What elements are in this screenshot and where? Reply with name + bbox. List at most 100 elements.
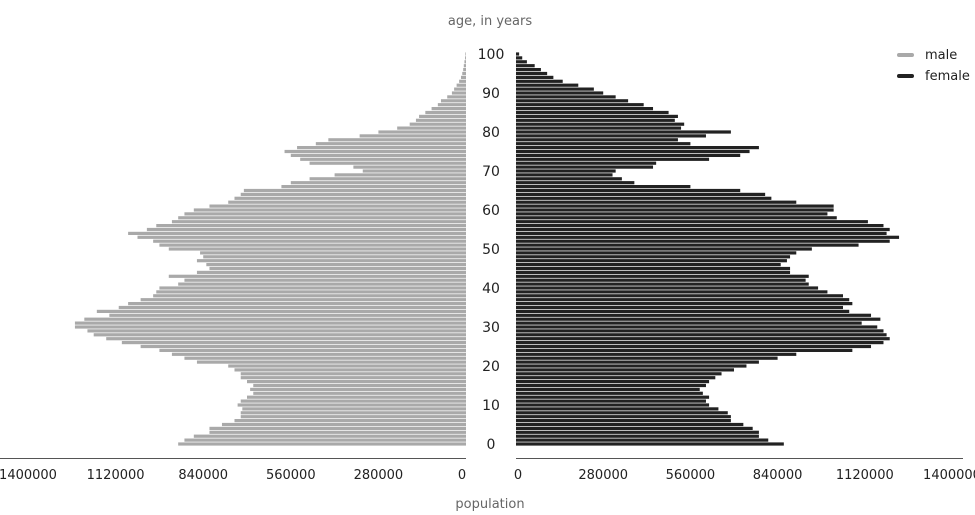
male-bar-age-90 — [451, 91, 466, 95]
female-bar-age-57 — [516, 220, 868, 224]
male-bar-age-30 — [74, 325, 466, 329]
female-bar-age-46 — [516, 263, 781, 267]
female-bar-age-66 — [516, 185, 691, 189]
male-bars — [74, 52, 467, 446]
female-bar-age-65 — [516, 188, 741, 193]
male-bar-age-39 — [156, 290, 466, 294]
female-bar-age-67 — [516, 181, 635, 185]
female-bar-age-31 — [516, 321, 862, 325]
female-bar-age-0 — [516, 442, 784, 446]
female-bar-age-63 — [516, 196, 772, 200]
male-bar-age-68 — [309, 177, 466, 181]
female-bar-age-1 — [516, 438, 769, 442]
female-bar-age-74 — [516, 153, 741, 157]
age-tick-50: 50 — [482, 242, 500, 258]
age-tick-40: 40 — [482, 281, 500, 297]
female-bar-age-95 — [516, 71, 548, 76]
male-bar-age-62 — [228, 200, 466, 204]
x-axis-title: population — [455, 497, 524, 512]
male-bar-age-31 — [74, 321, 466, 325]
male-bar-age-35 — [118, 305, 466, 310]
female-bar-age-24 — [516, 348, 853, 352]
female-bar-age-60 — [516, 208, 834, 212]
female-bar-age-10 — [516, 403, 710, 407]
male-bar-age-18 — [240, 372, 466, 376]
age-axis-ticks: 0 10 20 30 40 50 60 70 80 90 100 — [478, 47, 505, 453]
female-bar-age-19 — [516, 368, 734, 372]
female-bar-age-2 — [516, 434, 759, 438]
male-bar-age-32 — [84, 317, 467, 321]
x-tick-left-1400000: 1400000 — [0, 468, 57, 483]
female-bar-age-12 — [516, 395, 710, 399]
female-bar-age-50 — [516, 247, 812, 251]
female-bar-age-40 — [516, 286, 819, 290]
female-bar-age-73 — [516, 157, 710, 161]
male-bar-age-59 — [184, 212, 466, 216]
female-bar-age-39 — [516, 290, 828, 294]
male-bar-age-12 — [247, 395, 466, 399]
female-bar-age-28 — [516, 333, 887, 337]
male-bar-age-57 — [171, 220, 466, 224]
female-bar-age-79 — [516, 134, 706, 138]
age-tick-100: 100 — [478, 47, 505, 63]
male-bar-age-50 — [168, 247, 467, 251]
male-bar-age-0 — [178, 442, 466, 446]
male-bar-age-19 — [234, 368, 466, 372]
female-bar-age-55 — [516, 227, 890, 232]
male-bar-age-89 — [447, 95, 466, 99]
male-bar-age-7 — [240, 415, 466, 419]
male-bar-age-96 — [463, 68, 466, 72]
x-tick-right-0: 0 — [514, 468, 522, 483]
female-bar-age-5 — [516, 422, 744, 427]
male-bar-age-86 — [431, 107, 466, 111]
male-bar-age-84 — [419, 114, 466, 118]
male-bar-age-25 — [140, 344, 466, 349]
male-bar-age-46 — [206, 263, 467, 267]
female-bar-age-54 — [516, 231, 887, 235]
female-bar-age-21 — [516, 360, 759, 364]
male-bar-age-33 — [109, 313, 466, 317]
male-bar-age-79 — [359, 134, 466, 138]
male-bar-age-21 — [196, 360, 466, 364]
male-bar-age-2 — [193, 434, 467, 438]
female-bar-age-38 — [516, 294, 843, 298]
female-bar-age-15 — [516, 383, 706, 388]
female-bar-age-14 — [516, 387, 700, 391]
male-bar-age-49 — [200, 251, 467, 255]
female-bars — [516, 52, 900, 446]
male-bar-age-71 — [353, 165, 466, 169]
male-bar-age-17 — [240, 376, 466, 380]
male-bar-age-94 — [460, 75, 466, 79]
female-bar-age-82 — [516, 122, 685, 126]
male-bar-age-69 — [334, 173, 466, 177]
male-bar-age-16 — [247, 380, 466, 384]
female-bar-age-75 — [516, 149, 750, 154]
male-bar-age-13 — [253, 391, 466, 395]
female-bar-age-100 — [516, 52, 520, 56]
male-bar-age-41 — [178, 282, 466, 286]
female-bar-age-93 — [516, 79, 563, 83]
age-tick-10: 10 — [482, 398, 500, 414]
female-bar-age-53 — [516, 235, 900, 239]
female-bar-age-30 — [516, 325, 878, 329]
legend-male-label: male — [925, 48, 957, 63]
female-bar-age-48 — [516, 255, 791, 259]
female-bar-age-91 — [516, 87, 594, 91]
female-bar-age-20 — [516, 364, 747, 368]
female-bar-age-96 — [516, 68, 541, 72]
female-bar-age-59 — [516, 212, 828, 216]
male-bar-age-14 — [250, 387, 466, 391]
male-bar-age-97 — [463, 64, 466, 68]
female-bar-age-34 — [516, 309, 850, 313]
male-bar-age-92 — [456, 83, 466, 87]
male-bar-age-83 — [415, 118, 466, 122]
male-bar-age-70 — [362, 169, 466, 173]
female-bar-age-33 — [516, 313, 872, 317]
male-bar-age-36 — [128, 302, 466, 306]
male-bar-age-80 — [378, 130, 466, 134]
age-tick-60: 60 — [482, 203, 500, 219]
male-bar-age-10 — [237, 403, 466, 407]
male-bar-age-4 — [209, 426, 466, 430]
male-bar-age-99 — [465, 56, 466, 60]
